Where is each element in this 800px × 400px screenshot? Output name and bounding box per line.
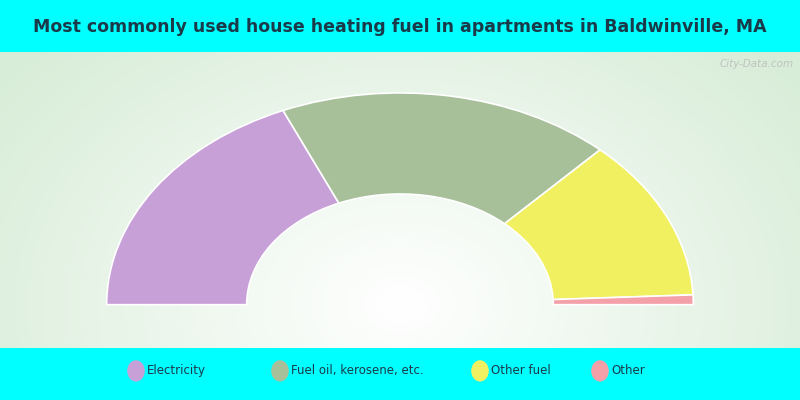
Wedge shape: [505, 150, 693, 300]
Ellipse shape: [271, 360, 289, 382]
Text: Most commonly used house heating fuel in apartments in Baldwinville, MA: Most commonly used house heating fuel in…: [33, 18, 767, 36]
Text: Electricity: Electricity: [147, 364, 206, 377]
Text: Fuel oil, kerosene, etc.: Fuel oil, kerosene, etc.: [291, 364, 424, 377]
Wedge shape: [106, 110, 339, 305]
Ellipse shape: [471, 360, 489, 382]
Text: City-Data.com: City-Data.com: [719, 59, 794, 69]
Ellipse shape: [591, 360, 609, 382]
Ellipse shape: [127, 360, 145, 382]
Text: Other fuel: Other fuel: [491, 364, 551, 377]
Wedge shape: [283, 93, 600, 224]
Text: Other: Other: [611, 364, 645, 377]
Wedge shape: [553, 295, 694, 305]
